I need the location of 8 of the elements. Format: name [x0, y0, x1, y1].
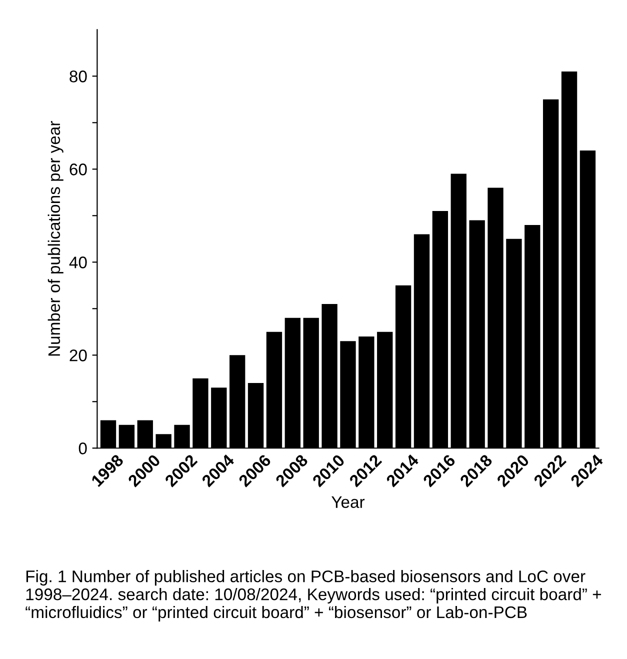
- y-tick-label: 20: [70, 350, 87, 362]
- x-axis-title: Year: [332, 496, 365, 508]
- y-tick-label: 0: [78, 442, 87, 454]
- y-tick-label: 60: [70, 164, 87, 176]
- caption: Fig. 1 Number of published articles on PCB-based biosensors and LoC over 1998–2024. search date: 10/08/2024, Keywords used: “printed circuit board” + “microfluidics” or “printed circuit board” + “biosensor” or Lab-on-PCB: [26, 570, 602, 622]
- y-axis-title: Number of publications per year: [48, 121, 64, 356]
- y-tick-label: 80: [70, 70, 87, 82]
- y-tick-label: 40: [69, 256, 87, 268]
